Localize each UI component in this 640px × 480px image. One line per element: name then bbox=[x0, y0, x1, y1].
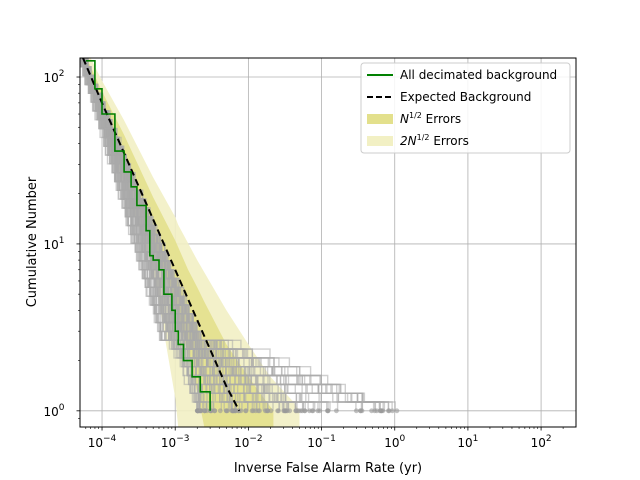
legend-label-err1: N1/2 Errors bbox=[400, 111, 461, 126]
plot-area bbox=[80, 58, 400, 427]
y-tick-label: 101 bbox=[43, 236, 64, 252]
x-axis: 10−4 10−3 10−2 10−1 100 101 102 bbox=[85, 427, 564, 450]
background-trial-point bbox=[359, 408, 365, 414]
background-trial-line bbox=[81, 58, 381, 411]
background-trial-point bbox=[276, 408, 281, 414]
error-band bbox=[83, 58, 300, 427]
background-trial-point bbox=[265, 408, 271, 414]
background-trial-point bbox=[386, 408, 391, 414]
y-axis: 100 101 102 bbox=[43, 69, 80, 419]
background-trial-point bbox=[217, 408, 223, 414]
x-tick-label: 10−1 bbox=[307, 434, 336, 450]
error-band bbox=[83, 58, 274, 427]
background-trial-point bbox=[390, 408, 395, 414]
x-tick-label: 100 bbox=[384, 434, 405, 450]
background-trial-point bbox=[287, 408, 293, 414]
legend-label-decimated: All decimated background bbox=[400, 68, 557, 82]
error-bands bbox=[83, 58, 300, 427]
legend-swatch-err2 bbox=[367, 136, 393, 146]
x-tick-label: 102 bbox=[531, 434, 552, 450]
y-axis-label: Cumulative Number bbox=[25, 176, 40, 307]
legend-label-err2: 2N1/2 Errors bbox=[400, 133, 469, 148]
background-trial-point bbox=[315, 408, 321, 414]
background-trial-point bbox=[202, 408, 208, 414]
background-trial-point bbox=[282, 408, 287, 414]
series-lines bbox=[82, 58, 241, 412]
legend-box bbox=[360, 62, 571, 154]
background-trial-point bbox=[377, 408, 383, 414]
background-trial-point bbox=[299, 408, 305, 414]
x-tick-label: 10−4 bbox=[88, 434, 117, 450]
background-trial-point bbox=[250, 408, 256, 414]
legend-label-expected: Expected Background bbox=[400, 90, 531, 104]
x-axis-label: Inverse False Alarm Rate (yr) bbox=[234, 461, 422, 476]
x-tick-label: 10−2 bbox=[234, 434, 263, 450]
background-trial-point bbox=[196, 408, 202, 414]
background-trial-point bbox=[229, 408, 235, 414]
legend-swatch-err1 bbox=[367, 114, 393, 124]
background-trial-point bbox=[334, 408, 339, 414]
background-trial-line bbox=[81, 58, 201, 411]
y-tick-label: 100 bbox=[43, 403, 64, 419]
background-trial-point bbox=[353, 408, 359, 414]
background-trial-point bbox=[309, 408, 315, 414]
background-trial-point bbox=[394, 408, 400, 414]
background-trial-point bbox=[325, 408, 331, 414]
expected-background-line bbox=[82, 58, 241, 412]
background-trial-point bbox=[243, 408, 249, 414]
decimated-background-line bbox=[85, 60, 211, 411]
background-trial-point bbox=[294, 408, 300, 414]
background-trial-point bbox=[223, 408, 229, 414]
plot-frame bbox=[79, 57, 577, 428]
x-tick-label: 10−3 bbox=[161, 434, 190, 450]
x-tick-label: 101 bbox=[457, 434, 478, 450]
background-trial-point bbox=[369, 408, 374, 414]
legend: All decimated background Expected Backgro… bbox=[360, 62, 571, 154]
background-trial-point bbox=[257, 408, 262, 414]
y-tick-label: 102 bbox=[43, 69, 64, 85]
